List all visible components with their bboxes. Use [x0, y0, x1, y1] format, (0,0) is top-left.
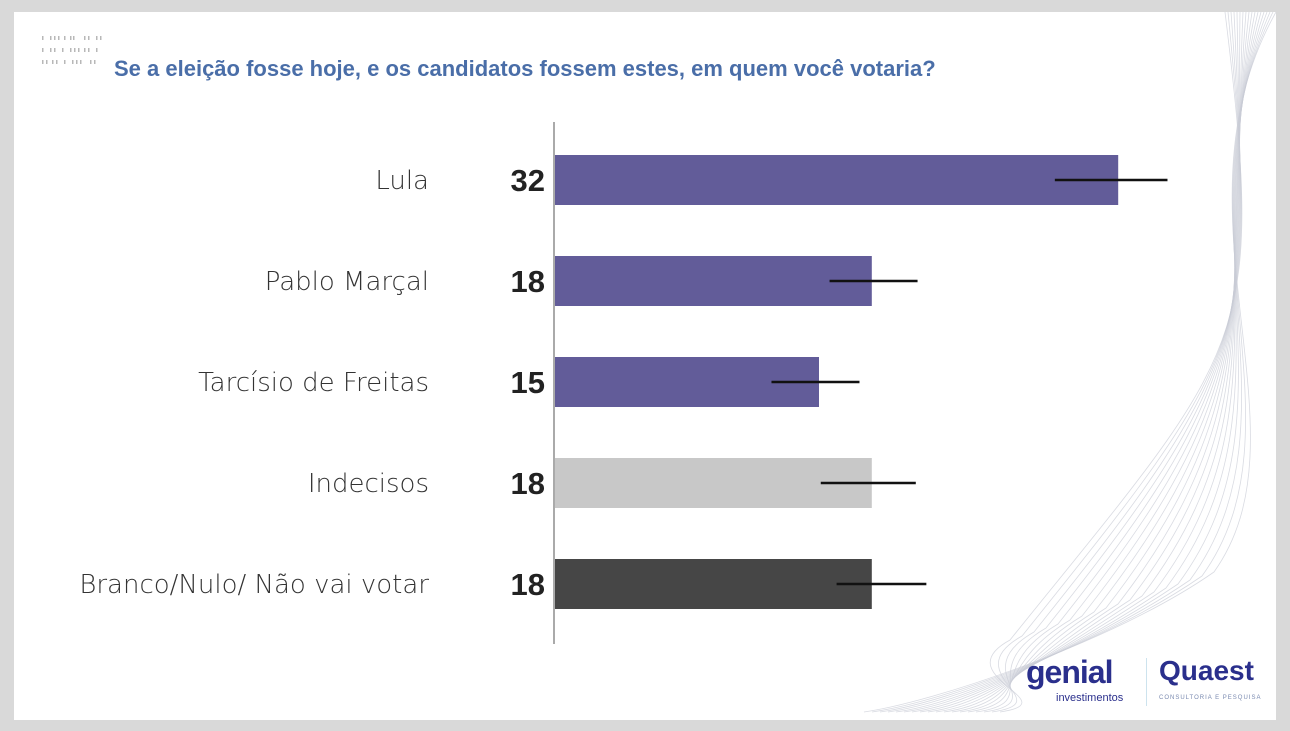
- wave-line: [919, 12, 1256, 713]
- bar: [555, 256, 872, 306]
- wave-line: [989, 12, 1243, 713]
- decorative-wave-lines: [863, 12, 1276, 713]
- wave-line: [903, 12, 1262, 713]
- chart-title: Se a eleição fosse hoje, e os candidatos…: [114, 56, 936, 81]
- genial-logo-subtitle: investimentos: [1056, 692, 1124, 704]
- value-label: 32: [511, 163, 545, 198]
- value-label: 18: [511, 466, 545, 501]
- wave-line: [895, 12, 1265, 713]
- wave-line: [943, 12, 1247, 713]
- wave-line: [927, 12, 1253, 713]
- category-label: Branco/Nulo/ Não vai votar: [79, 570, 429, 600]
- quaest-logo-subtitle: CONSULTORIA E PESQUISA: [1159, 695, 1262, 701]
- bar: [555, 458, 872, 508]
- value-label: 18: [511, 567, 545, 602]
- logo-divider: [1146, 658, 1147, 706]
- value-label: 15: [511, 365, 545, 400]
- wave-line: [991, 12, 1242, 713]
- category-label: Indecisos: [308, 469, 429, 499]
- genial-logo: genial: [1026, 654, 1113, 690]
- wave-line: [983, 12, 1242, 713]
- slide: Se a eleição fosse hoje, e os candidatos…: [14, 12, 1276, 720]
- wave-line: [887, 12, 1268, 713]
- quaest-logo: Quaest: [1159, 655, 1254, 686]
- wave-line: [959, 12, 1241, 713]
- decorative-barcode-pattern: [42, 36, 102, 64]
- bar-chart: Lula 32 Pablo Marçal 18 Tarcísio de Freitas 1…: [79, 12, 1276, 713]
- value-label: 18: [511, 264, 545, 299]
- wave-line: [935, 12, 1250, 713]
- category-label: Pablo Marçal: [265, 267, 429, 297]
- category-label: Lula: [375, 166, 429, 196]
- wave-line: [967, 12, 1241, 713]
- bar: [555, 155, 1119, 205]
- wave-line: [879, 12, 1271, 713]
- sponsor-logos: genial investimentos Quaest CONSULTORIA …: [1026, 654, 1266, 710]
- wave-line: [911, 12, 1259, 713]
- wave-line: [863, 12, 1276, 713]
- wave-line: [975, 12, 1241, 713]
- bar: [555, 559, 872, 609]
- wave-line: [871, 12, 1274, 713]
- category-label: Tarcísio de Freitas: [198, 368, 429, 398]
